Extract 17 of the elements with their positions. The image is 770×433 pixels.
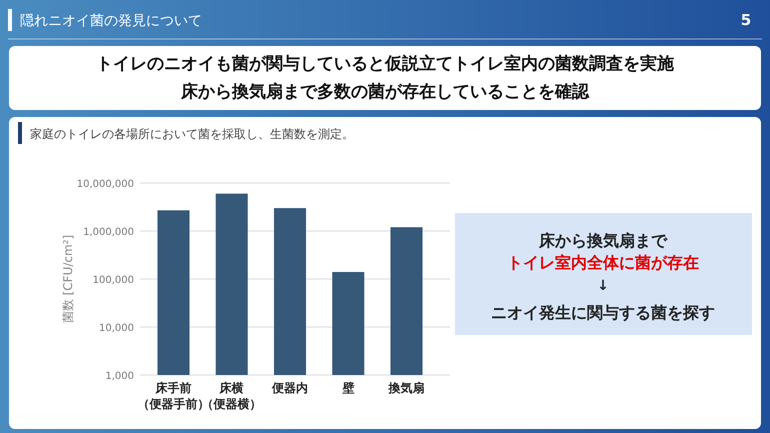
x-tick-label: 換気扇 [388,381,425,395]
y-tick-label: 10,000 [99,323,134,334]
y-tick-label: 10,000,000 [76,179,134,190]
text: ニオイ発生に関与する菌を探す [491,303,715,322]
y-tick-label: 100,000 [92,275,134,286]
text: 床から換気扇まで [538,231,668,250]
x-tick-label: 便器内 [271,381,308,395]
x-tick-label: 壁 [341,381,354,395]
text: ↓ [597,278,609,294]
chart-subtitle: トイレのニオイも菌が関与していると仮説立てトイレ室内の菌数調査を実施床から換気扇まで多数の菌が存在していることを確認 [96,54,675,102]
chart-title: 隠れニオイ菌の発見について [20,13,202,29]
y-tick-label: 1,000 [105,371,134,382]
text: 5 [740,11,752,29]
text: トイレ室内全体に菌が存在 [507,253,699,272]
text: 家庭のトイレの各場所において菌を採取し、生菌数を測定。 [30,127,354,141]
y-axis-title: 菌数 [CFU/cm²] [61,234,75,324]
y-tick-label: 1,000,000 [83,227,134,238]
